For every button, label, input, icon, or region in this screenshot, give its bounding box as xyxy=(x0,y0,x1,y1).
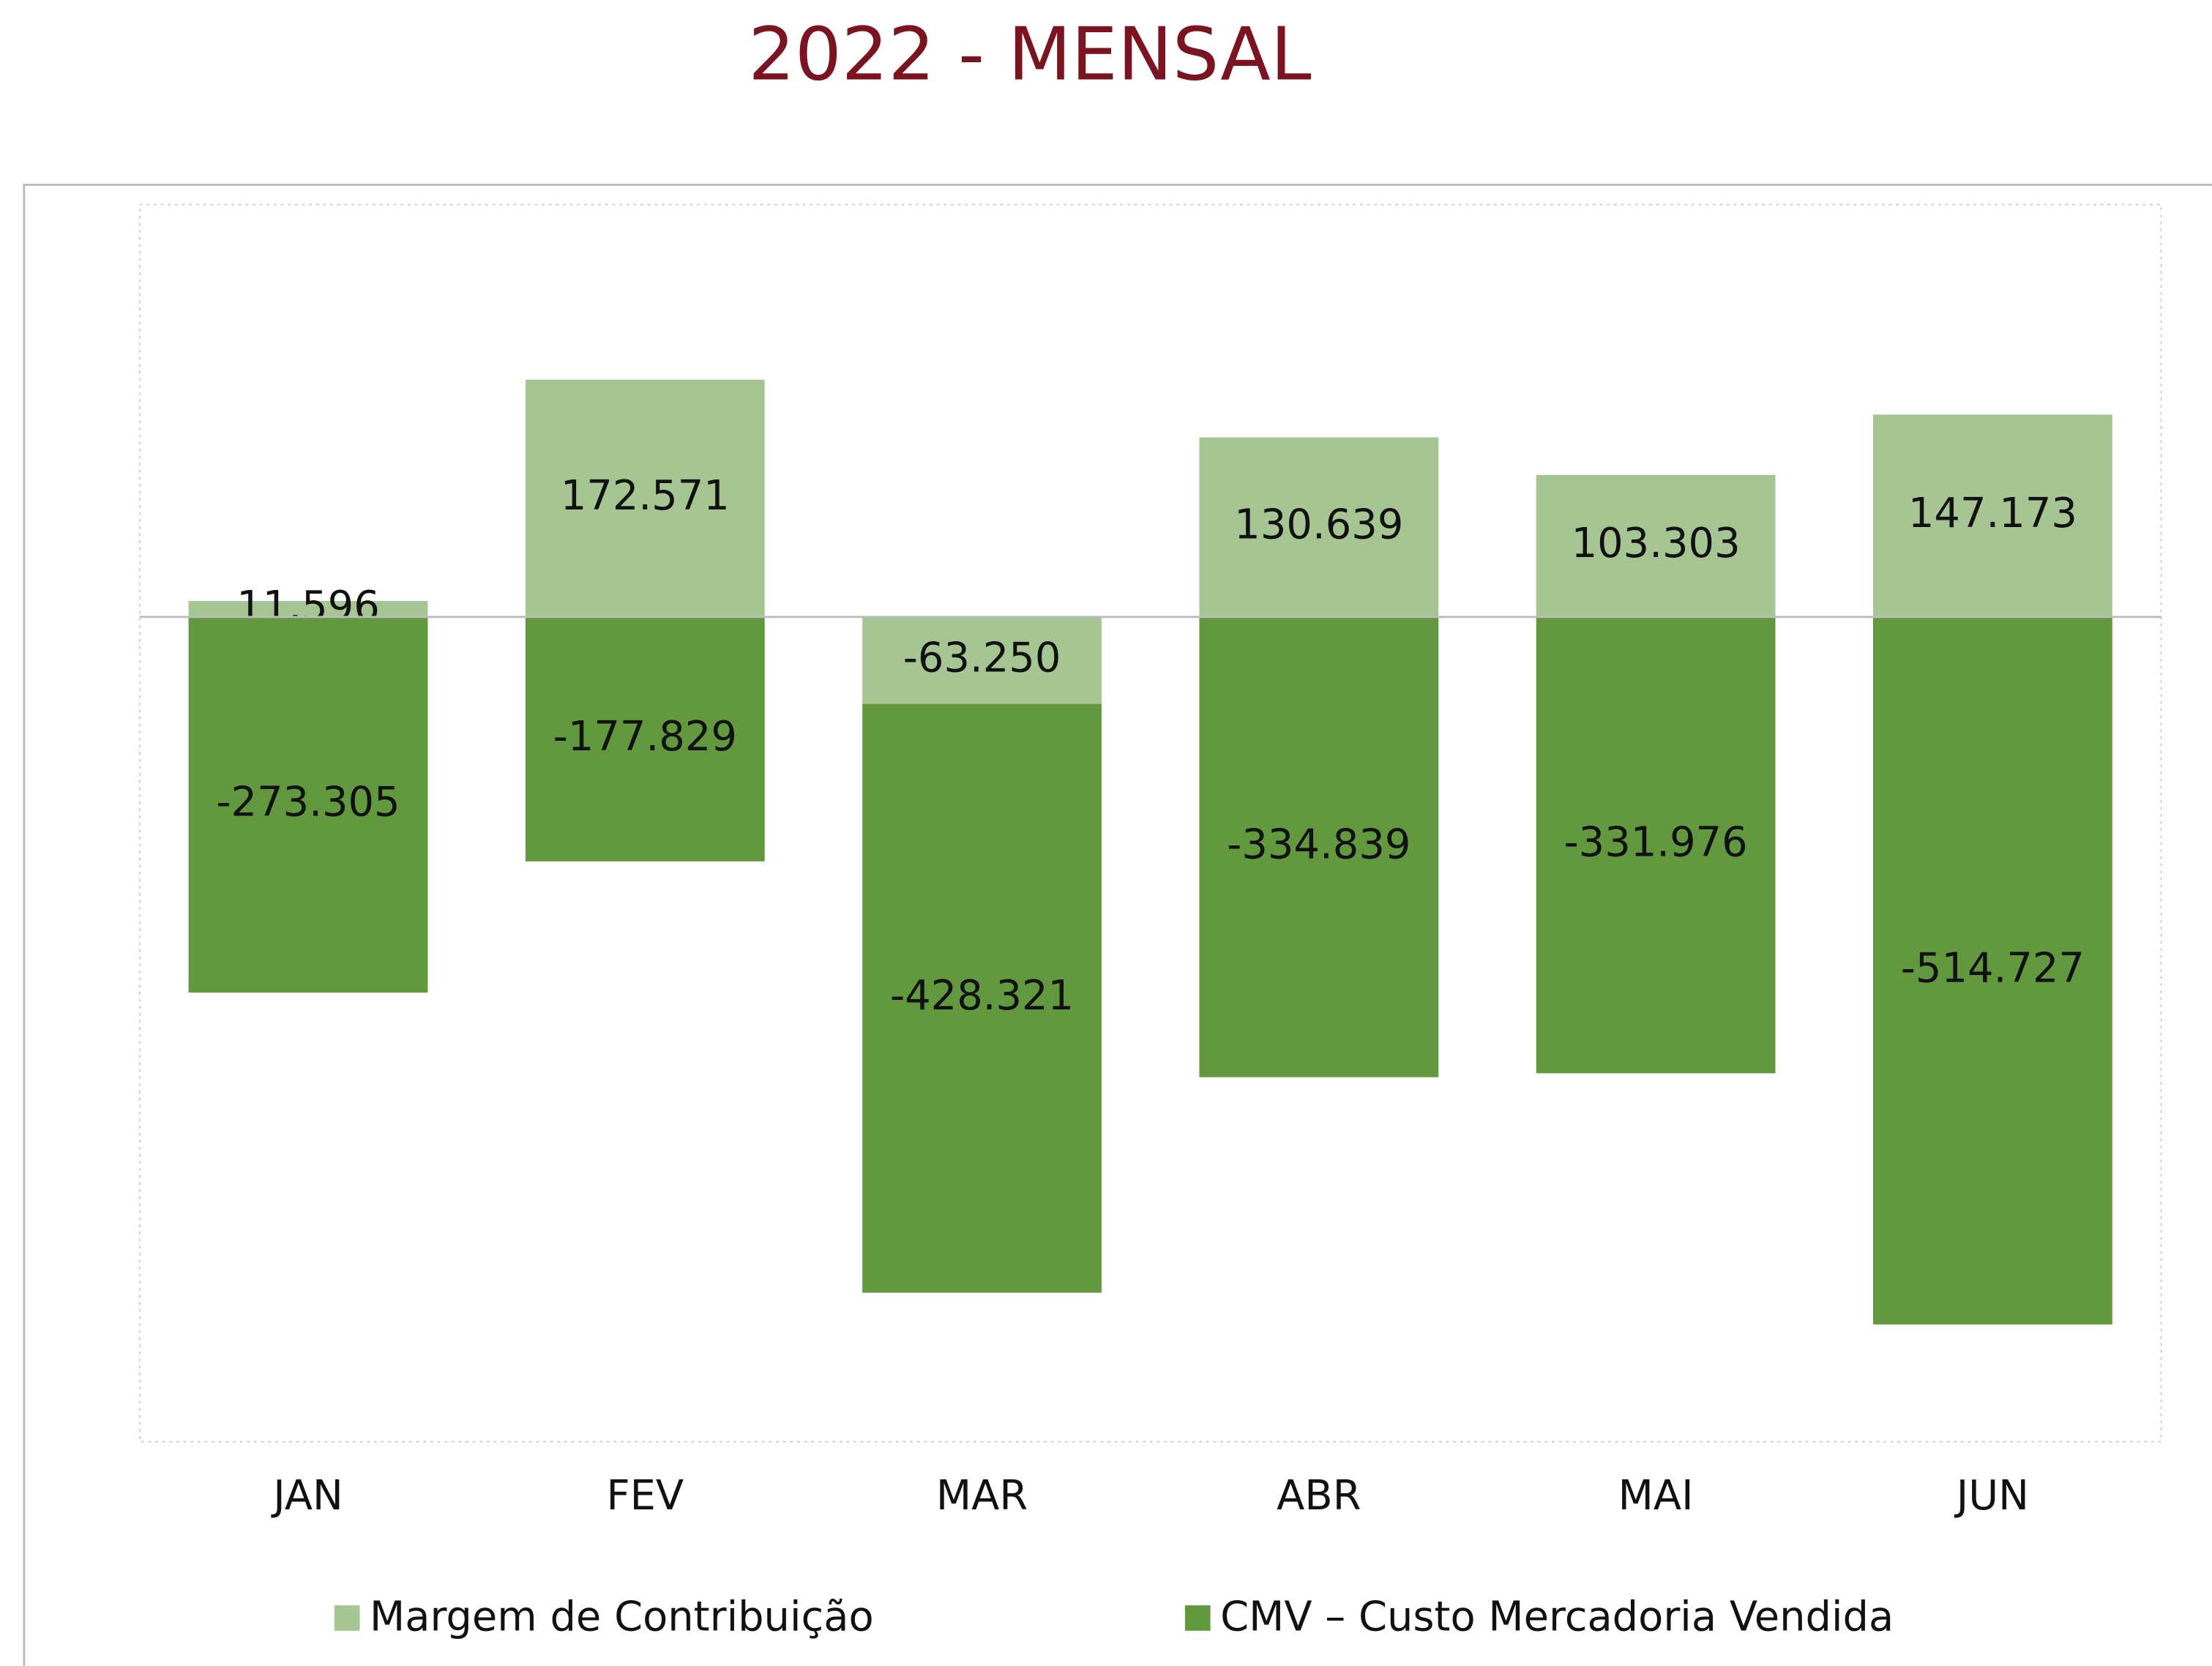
data-label: -514.727 xyxy=(1901,944,2085,992)
x-tick-label: MAR xyxy=(936,1472,1028,1520)
x-tick-label: FEV xyxy=(606,1472,684,1520)
x-tick-label: JAN xyxy=(271,1472,343,1520)
bar xyxy=(862,703,1102,1293)
bar xyxy=(1872,616,2112,1325)
data-label: 147.173 xyxy=(1908,490,2077,537)
data-label: -63.250 xyxy=(903,634,1061,681)
legend-swatch xyxy=(334,1605,360,1631)
x-tick-label: MAI xyxy=(1618,1472,1694,1520)
bar xyxy=(1199,437,1439,617)
bar xyxy=(525,379,765,617)
bar xyxy=(862,616,1102,704)
x-tick-label: ABR xyxy=(1277,1472,1361,1520)
bar xyxy=(1872,414,2112,617)
bar xyxy=(1536,474,1776,617)
legend-label: CMV – Custo Mercadoria Vendida xyxy=(1220,1594,1894,1641)
bar xyxy=(1536,616,1776,1074)
bar xyxy=(188,616,428,993)
data-label: -177.829 xyxy=(553,713,737,761)
bar xyxy=(188,601,428,617)
chart-title: 2022 - MENSAL xyxy=(748,11,1312,97)
legend-swatch xyxy=(1184,1605,1211,1631)
bar xyxy=(1199,616,1439,1077)
data-label: -428.321 xyxy=(890,972,1074,1020)
chart-border xyxy=(23,184,2212,1666)
data-label: 103.303 xyxy=(1572,520,1741,567)
bar xyxy=(525,616,765,862)
x-tick-label: JUN xyxy=(1954,1472,2029,1520)
data-label: 172.571 xyxy=(561,472,730,520)
data-label: 130.639 xyxy=(1234,501,1403,548)
data-label: -334.839 xyxy=(1227,821,1410,868)
legend-label: Margem de Contribuição xyxy=(370,1594,874,1641)
plot-area xyxy=(138,203,2162,1443)
data-label: -273.305 xyxy=(216,779,400,826)
data-label: -331.976 xyxy=(1564,819,1748,867)
